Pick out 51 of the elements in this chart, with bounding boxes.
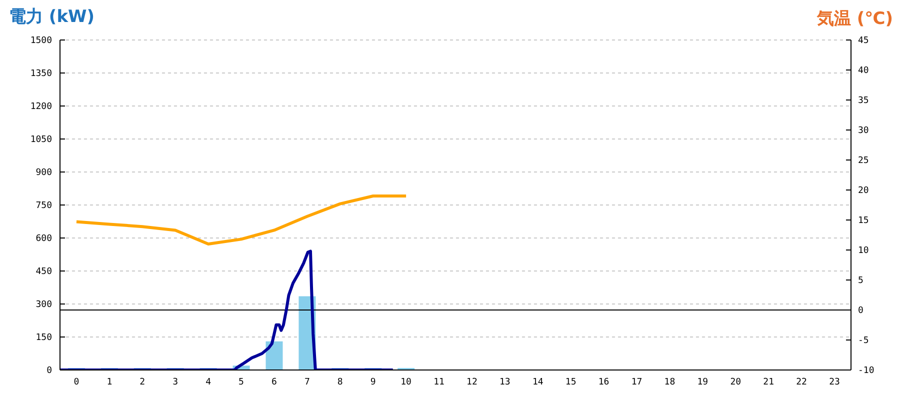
y2-tick-label: 30 [858,126,869,136]
x-tick-label: 17 [631,377,642,388]
y-tick-label: 900 [36,168,52,178]
x-tick-label: 13 [500,377,510,388]
x-tick-label: 10 [400,377,412,388]
x-tick-label: 9 [370,377,376,388]
y2-tick-label: 20 [858,186,869,196]
x-tick-label: 2 [140,377,146,388]
x-tick-label: 1 [106,377,112,388]
x-tick-label: 12 [466,377,478,388]
x-tick-label: 4 [206,377,212,388]
line-series [74,194,408,246]
y2-axis-title: 気温 (℃) [816,8,893,30]
y-tick-label: 1050 [30,135,52,146]
y-tick-label: 300 [36,300,52,310]
y2-tick-label: -10 [858,366,874,376]
y2-tick-label: 35 [858,96,869,106]
y-tick-label: 0 [46,366,52,376]
y-tick-label: 150 [36,333,52,344]
y2-tick-label: 45 [858,36,869,46]
x-tick-label: 20 [730,377,742,388]
x-tick-label: 5 [238,377,244,388]
y2-tick-label: 15 [858,216,869,226]
y-tick-label: 450 [36,267,52,278]
x-tick-label: 14 [532,377,544,388]
x-tick-label: 16 [598,377,610,388]
y-tick-label: 600 [36,234,52,244]
y2-tick-label: 25 [858,156,869,166]
y2-tick-label: -5 [858,336,869,346]
y-tick-label: 750 [36,201,52,212]
x-tick-label: 21 [763,377,774,388]
y-tick-label: 1500 [30,36,52,46]
x-tick-label: 19 [697,377,708,388]
x-tick-label: 23 [829,377,840,388]
line-series [60,250,394,370]
y-axis-title: 電力 (kW) [9,6,95,28]
x-tick-label: 11 [434,377,444,388]
x-tick-label: 15 [565,377,576,388]
y2-tick-label: 5 [858,276,864,286]
x-tick-label: 7 [304,377,310,388]
x-tick-label: 22 [796,377,807,388]
y-tick-label: 1200 [30,102,52,112]
y2-tick-label: 0 [858,306,864,316]
y2-tick-label: 40 [858,66,869,76]
x-tick-label: 8 [337,377,343,388]
x-tick-label: 6 [272,377,277,388]
x-tick-label: 3 [172,377,178,388]
y-tick-label: 1350 [30,69,52,80]
x-tick-label: 0 [74,377,80,388]
y2-tick-label: 10 [858,246,869,256]
x-tick-label: 18 [664,377,676,388]
